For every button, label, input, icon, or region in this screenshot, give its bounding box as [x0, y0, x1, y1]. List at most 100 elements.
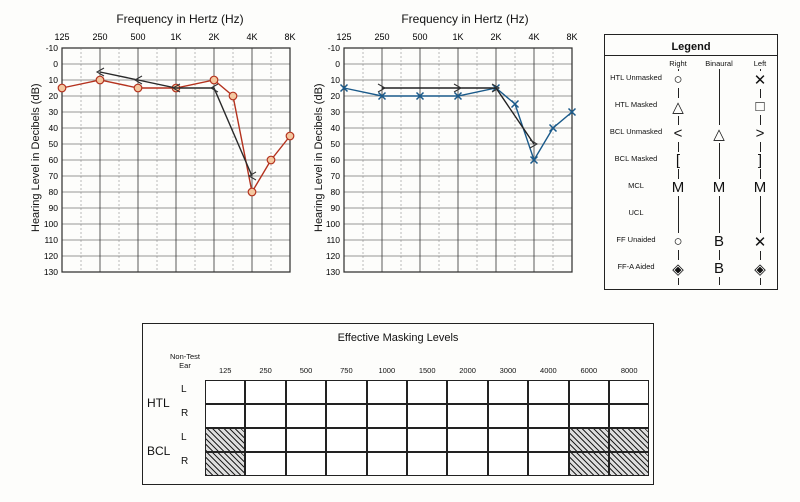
masking-cell[interactable]: [366, 428, 407, 452]
masking-cell[interactable]: [205, 380, 246, 404]
y-tick-label: 120: [44, 251, 58, 261]
legend-row-label: FF-A Aided: [617, 262, 655, 271]
masking-cell[interactable]: [487, 380, 529, 404]
data-point-circle: [95, 75, 105, 85]
masking-cell-hatched[interactable]: [609, 452, 650, 476]
data-point-x: [377, 91, 387, 101]
masking-cell[interactable]: [285, 452, 327, 476]
masking-cell[interactable]: [407, 380, 448, 404]
non-test-ear-label: Non-Test Ear: [169, 352, 200, 370]
y-tick-label: 20: [49, 91, 59, 101]
legend-symbol-right: ○: [667, 233, 689, 250]
data-point-x: [339, 83, 349, 93]
masking-ear-label: R: [181, 408, 189, 419]
masking-cell[interactable]: [447, 428, 488, 452]
y-tick-label: 20: [331, 91, 341, 101]
y-tick-label: 80: [49, 187, 59, 197]
data-point-x: [415, 91, 425, 101]
masking-cell[interactable]: [609, 380, 650, 404]
masking-cell[interactable]: [326, 452, 367, 476]
masking-freq-header: 1000: [378, 366, 396, 375]
legend-col-right: Right: [669, 59, 687, 68]
x-tick-label: 2K: [208, 32, 219, 42]
masking-cell[interactable]: [366, 404, 407, 428]
masking-cell[interactable]: [285, 404, 327, 428]
legend-symbol-left: ◈: [749, 260, 771, 278]
masking-cell-hatched[interactable]: [205, 452, 246, 476]
data-point-gt: [491, 83, 501, 93]
data-point-gt: [453, 83, 463, 93]
legend-symbol-right: ○: [667, 71, 689, 88]
legend-symbol-left: ]: [749, 152, 771, 169]
data-point-circle: [266, 155, 276, 165]
masking-cell[interactable]: [407, 452, 448, 476]
y-tick-label: 110: [326, 235, 340, 245]
masking-cell-hatched[interactable]: [205, 428, 246, 452]
masking-cell[interactable]: [487, 452, 529, 476]
data-point-lt: [247, 171, 257, 181]
masking-cell-hatched[interactable]: [568, 452, 609, 476]
masking-cell[interactable]: [568, 404, 609, 428]
masking-cell[interactable]: [407, 428, 448, 452]
masking-cell[interactable]: [447, 452, 488, 476]
masking-freq-header: 750: [340, 366, 353, 375]
data-point-circle: [209, 75, 219, 85]
masking-ear-label: L: [181, 384, 187, 395]
legend-symbol-right: ◈: [667, 260, 689, 278]
y-tick-label: 10: [49, 75, 59, 85]
masking-cell[interactable]: [528, 452, 569, 476]
masking-cell[interactable]: [568, 380, 609, 404]
masking-cell[interactable]: [609, 404, 650, 428]
data-point-gt: [529, 139, 539, 149]
masking-cell[interactable]: [447, 380, 488, 404]
masking-freq-header: 4000: [540, 366, 557, 375]
data-point-x: [529, 155, 539, 165]
masking-cell[interactable]: [245, 380, 286, 404]
y-tick-label: 40: [331, 123, 341, 133]
y-tick-label: 90: [49, 203, 59, 213]
masking-cell[interactable]: [285, 428, 327, 452]
masking-freq-header: 500: [299, 366, 313, 375]
masking-cell[interactable]: [366, 452, 407, 476]
masking-cell[interactable]: [245, 404, 286, 428]
x-tick-label: 8K: [566, 32, 577, 42]
masking-cell[interactable]: [487, 428, 529, 452]
x-tick-label: 4K: [528, 32, 539, 42]
masking-title: Effective Masking Levels: [337, 332, 459, 344]
legend-symbol-binaural: B: [708, 260, 730, 277]
legend-symbol-left: ✕: [749, 233, 771, 251]
data-point-circle: [228, 91, 238, 101]
masking-cell[interactable]: [366, 380, 407, 404]
masking-cell[interactable]: [528, 404, 569, 428]
data-point-x: [567, 107, 577, 117]
chart-title: Frequency in Hertz (Hz): [401, 12, 529, 26]
series-1: [95, 67, 257, 181]
masking-cell[interactable]: [447, 404, 488, 428]
masking-freq-header: 8000: [620, 366, 638, 375]
masking-ear-label: R: [181, 456, 189, 467]
masking-cell[interactable]: [487, 404, 529, 428]
masking-cell[interactable]: [285, 380, 327, 404]
masking-cell[interactable]: [407, 404, 448, 428]
masking-cell[interactable]: [245, 452, 286, 476]
y-tick-label: 0: [53, 59, 58, 69]
y-tick-label: 30: [331, 107, 341, 117]
masking-cell-hatched[interactable]: [609, 428, 650, 452]
masking-cell[interactable]: [326, 380, 367, 404]
masking-cell[interactable]: [528, 428, 569, 452]
masking-cell[interactable]: [528, 380, 569, 404]
legend-box: Legend Right Binaural Left HTL Unmasked ○…: [604, 34, 778, 290]
masking-freq-header: 2000: [459, 366, 476, 375]
masking-cell[interactable]: [326, 404, 367, 428]
masking-cell[interactable]: [245, 428, 286, 452]
legend-symbol-left: ✕: [749, 71, 771, 89]
masking-cell-hatched[interactable]: [568, 428, 609, 452]
masking-cell[interactable]: [326, 428, 367, 452]
legend-row-label: UCL: [628, 208, 644, 217]
legend-row-label: BCL Masked: [614, 154, 658, 163]
masking-group-label: BCL: [147, 444, 171, 458]
masking-cell[interactable]: [205, 404, 246, 428]
data-point-circle: [57, 83, 67, 93]
x-tick-label: 500: [130, 32, 145, 42]
legend-col-binaural: Binaural: [705, 59, 733, 68]
